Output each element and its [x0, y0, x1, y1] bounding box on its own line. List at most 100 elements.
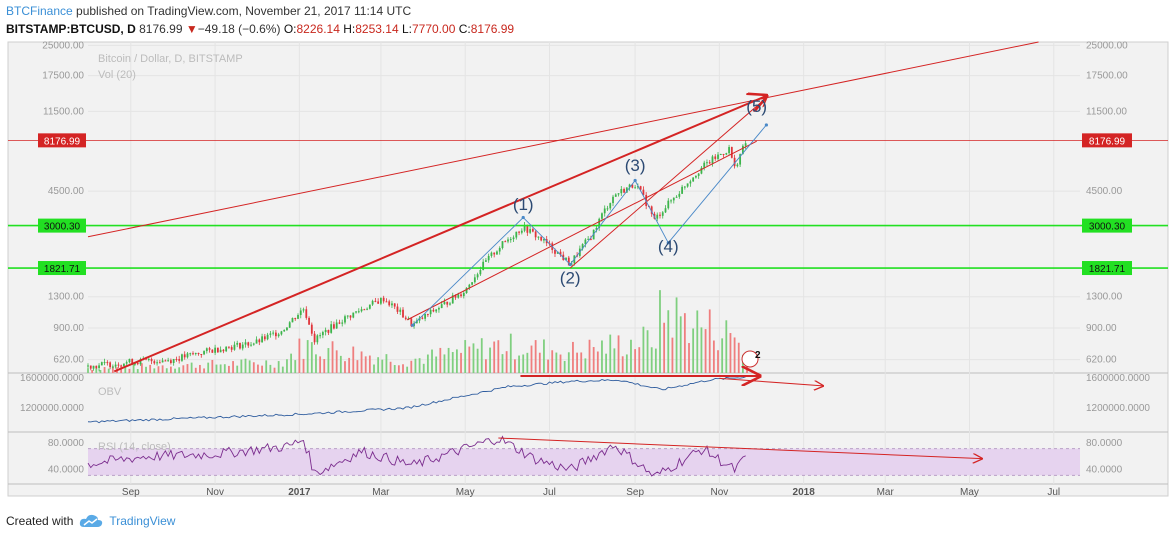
volume-bar: [501, 354, 504, 373]
wave-point: [411, 323, 415, 327]
candle-body: [396, 306, 399, 312]
volume-bar: [534, 340, 537, 373]
candle-body: [310, 324, 313, 334]
x-tick-label: Mar: [372, 487, 390, 498]
candle-body: [286, 327, 288, 331]
candle-body: [374, 300, 377, 302]
candle-body: [255, 339, 258, 344]
price-level-tag-left: [38, 133, 86, 148]
candle-body: [357, 311, 360, 313]
candle-body: [150, 358, 153, 362]
volume-bar: [381, 359, 384, 373]
wave-label: (2): [560, 268, 581, 287]
x-tick-label: Sep: [122, 487, 140, 498]
volume-bar: [675, 297, 678, 373]
candle-body: [661, 212, 664, 216]
volume-bar: [555, 352, 558, 373]
candle-body: [435, 309, 438, 312]
volume-bar: [683, 313, 686, 373]
candle-body: [360, 309, 363, 312]
candle-body: [269, 333, 272, 335]
candle-body: [479, 270, 482, 275]
candle-body: [299, 310, 302, 315]
created-with-label: Created with: [6, 514, 74, 528]
candle-body: [526, 224, 529, 233]
x-tick-label: 2017: [288, 487, 311, 498]
candle-body: [659, 214, 661, 216]
volume-bar: [460, 352, 462, 373]
volume-bar: [646, 330, 649, 373]
obv-title: OBV: [98, 386, 122, 398]
candle-body: [670, 200, 672, 202]
candle-body: [258, 339, 261, 343]
candle-body: [468, 284, 471, 288]
candle-body: [391, 303, 393, 306]
candle-body: [89, 365, 92, 369]
tradingview-brand[interactable]: TradingView: [109, 514, 176, 528]
candle-body: [507, 239, 509, 242]
candle-body: [512, 237, 515, 240]
candle-body: [294, 318, 297, 320]
volume-bar: [323, 359, 326, 373]
volume-bar: [385, 354, 388, 373]
volume-bar: [273, 367, 276, 373]
candle-body: [172, 358, 175, 363]
ohlc-line: BITSTAMP:BTCUSD, D 8176.99 ▼−49.18 (−0.6…: [6, 20, 514, 38]
volume-bar: [252, 362, 255, 373]
volume-bar: [572, 341, 574, 373]
volume-bar: [509, 333, 512, 373]
candle-body: [664, 208, 667, 213]
candle-body: [120, 365, 123, 367]
candle-body: [509, 239, 512, 241]
candle-body: [236, 342, 239, 345]
author-link[interactable]: BTCFinance: [6, 4, 73, 18]
trend-line: [87, 41, 1039, 238]
volume-bar: [741, 354, 744, 373]
candle-body: [451, 295, 454, 304]
volume-bar: [339, 355, 342, 373]
volume-bar: [107, 368, 110, 373]
wave-point: [521, 215, 525, 220]
candle-body: [683, 186, 686, 188]
volume-bar: [290, 353, 292, 373]
volume-bar: [149, 364, 152, 373]
volume-bar: [91, 369, 94, 373]
price-level-tag-right: [1082, 133, 1132, 148]
chart-header: BTCFinance published on TradingView.com,…: [6, 2, 514, 38]
volume-bar: [547, 359, 549, 373]
volume-bar: [692, 328, 695, 373]
candle-body: [111, 366, 114, 368]
volume-bar: [257, 364, 259, 373]
chart-area[interactable]: Sep Nov 2017 Mar May Jul Sep Nov 2018 Mar May Jul 25…: [0, 40, 1169, 510]
candle-body: [722, 154, 725, 156]
volume-bar: [485, 359, 487, 373]
candle-body: [581, 244, 584, 249]
candle-body: [302, 309, 305, 311]
x-tick-label: Nov: [710, 487, 728, 498]
volume-bar: [717, 350, 719, 373]
tradingview-cloud-icon: [80, 514, 103, 527]
y-tick-label-right: 25000.00: [1086, 40, 1128, 51]
candle-body: [377, 301, 380, 304]
candle-body: [534, 231, 537, 238]
candle-body: [244, 342, 247, 345]
candle-body: [233, 344, 236, 350]
candle-body: [490, 252, 493, 256]
candle-body: [426, 314, 429, 316]
volume-bar: [439, 347, 442, 373]
candle-body: [473, 277, 476, 283]
candle-body: [114, 364, 117, 367]
candle-body: [87, 365, 89, 367]
chart-subtitle: Vol (20): [98, 69, 136, 81]
volume-bar: [712, 340, 715, 373]
candle-body: [543, 239, 545, 241]
candle-body: [117, 364, 120, 366]
obv-tick-left: 1600000.0000: [20, 373, 84, 384]
volume-bar: [103, 367, 106, 373]
candle-body: [667, 200, 670, 209]
candle-body: [639, 186, 642, 190]
y-tick-label-left: 25000.00: [42, 40, 84, 51]
candle-body: [595, 227, 598, 230]
x-tick-label: Nov: [206, 487, 224, 498]
volume-bar: [356, 360, 359, 373]
